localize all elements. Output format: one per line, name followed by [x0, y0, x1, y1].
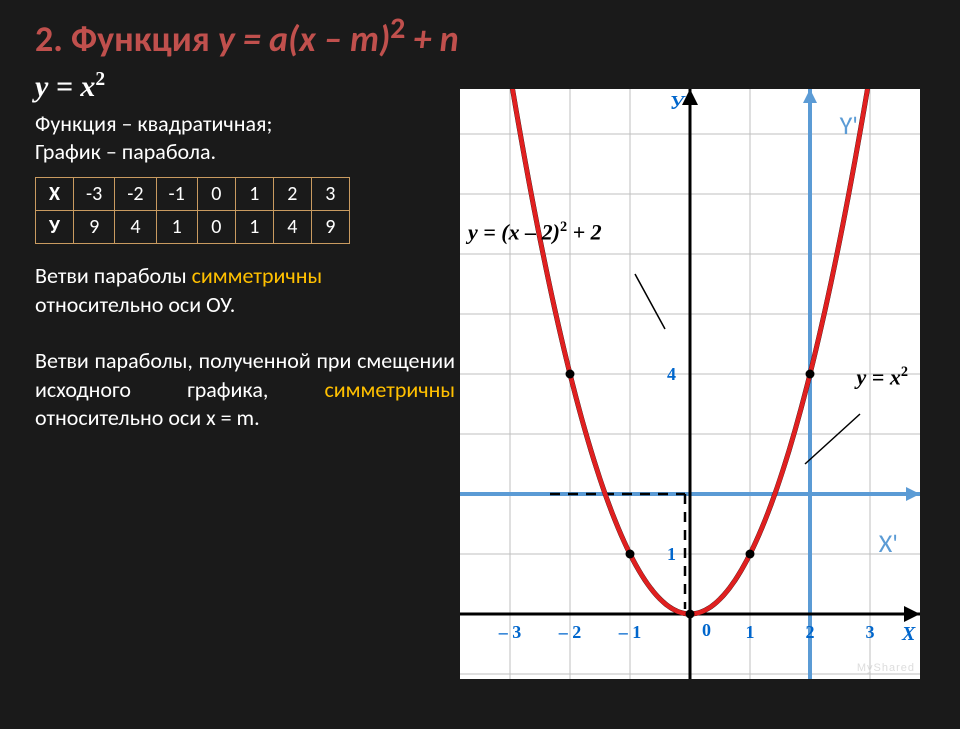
left-column: у = х2 Функция – квадратичная; График – … [0, 69, 450, 729]
base-equation: у = х2 [35, 69, 440, 104]
slide-title: 2. Функция у = а(х – m)2 + n [0, 0, 960, 69]
parabola-chart: – 3– 2– 11231490ХУ [460, 89, 920, 679]
svg-text:– 1: – 1 [618, 622, 642, 642]
svg-text:0: 0 [702, 620, 711, 640]
base-curve-label: у = х2 [857, 364, 908, 390]
table-row-y: У 9 4 1 0 1 4 9 [36, 211, 350, 244]
svg-text:– 3: – 3 [498, 622, 522, 642]
right-column: – 3– 2– 11231490ХУ Y' Х' у = (х – 2)2 + … [450, 69, 960, 729]
function-description: Функция – квадратичная; График – парабол… [35, 110, 440, 165]
value-table: Х -3 -2 -1 0 1 2 3 У 9 4 1 0 1 4 9 [35, 177, 350, 244]
svg-text:4: 4 [667, 364, 676, 384]
shifted-curve-label: у = (х – 2)2 + 2 [468, 219, 602, 245]
table-row-x: Х -3 -2 -1 0 1 2 3 [36, 178, 350, 211]
chart-container: – 3– 2– 11231490ХУ Y' Х' у = (х – 2)2 + … [460, 89, 920, 679]
svg-text:1: 1 [667, 544, 676, 564]
x-prime-axis-label: Х' [879, 527, 898, 559]
paragraph-symmetry-oy: Ветви параболы симметричны относительно … [35, 262, 440, 319]
svg-text:– 2: – 2 [558, 622, 582, 642]
svg-text:1: 1 [746, 622, 755, 642]
watermark: MyShared [857, 662, 915, 674]
paragraph-symmetry-xm: Ветви параболы, полученной при смещении … [35, 347, 455, 433]
title-number: 2. [35, 17, 63, 61]
svg-text:У: У [670, 92, 686, 114]
svg-text:3: 3 [866, 622, 875, 642]
svg-text:2: 2 [806, 622, 815, 642]
svg-text:Х: Х [901, 623, 916, 645]
y-prime-axis-label: Y' [840, 109, 858, 141]
